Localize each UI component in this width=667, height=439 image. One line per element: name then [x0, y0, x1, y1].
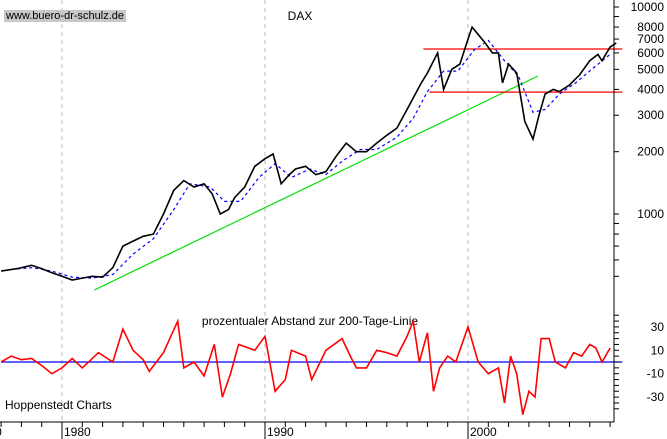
y-tick-label: 8000 [637, 20, 664, 34]
source-label: Hoppenstedt Charts [5, 398, 112, 412]
y-tick-label: 4000 [637, 82, 664, 96]
series-abstand- [0, 318, 611, 415]
x-tick-label: 1980 [64, 425, 91, 439]
y-tick-label: 3000 [637, 108, 664, 122]
oscillator-title: prozentualer Abstand zur 200-Tage-Linie [202, 314, 418, 328]
osc-tick-label: 30 [651, 320, 665, 334]
x-tick-label: 0 [0, 425, 2, 439]
series-dax [0, 25, 617, 281]
x-tick-label: 1990 [267, 425, 294, 439]
x-tick-label: 2000 [470, 425, 497, 439]
y-tick-label: 2000 [637, 145, 664, 159]
y-tick-label: 5000 [637, 62, 664, 76]
watermark-url: www.buero-dr-schulz.de [4, 10, 126, 22]
y-tick-label: 1000 [637, 207, 664, 221]
osc-tick-label: -10 [647, 367, 665, 381]
osc-tick-label: -30 [647, 390, 665, 404]
series-200-tage-linie [11, 39, 611, 279]
series-trendlinie [94, 75, 539, 291]
y-tick-label: 7000 [637, 32, 664, 46]
y-tick-label: 6000 [637, 46, 664, 60]
chart-title: DAX [288, 9, 313, 23]
y-tick-label: 10000 [631, 0, 665, 14]
osc-tick-label: 10 [651, 343, 665, 357]
